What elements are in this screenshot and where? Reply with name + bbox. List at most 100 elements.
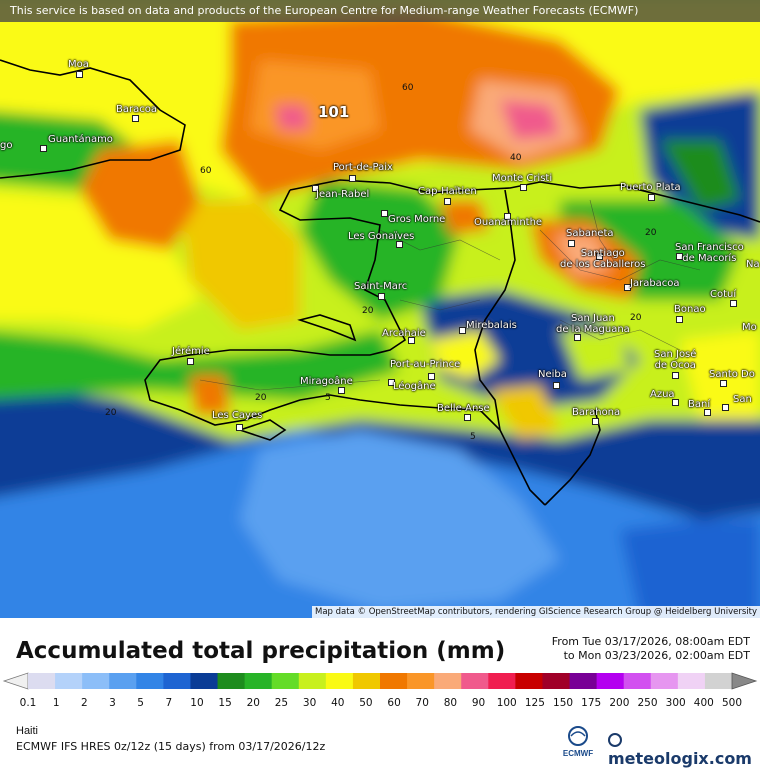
color-scale-cell [542, 673, 571, 689]
brand-label: meteologix.com [608, 749, 752, 768]
city-marker [381, 210, 388, 217]
city-label: go [0, 140, 13, 151]
city-marker [444, 198, 451, 205]
city-label: San José de Ocoa [654, 349, 697, 371]
color-scale-cell [190, 673, 219, 689]
color-scale [2, 672, 758, 690]
valid-from: From Tue 03/17/2026, 08:00am EDT [551, 635, 750, 648]
color-scale-cell [163, 673, 191, 689]
color-scale-ticks: 0.1 1 2 3 5 7 10 15 20 25 30 40 50 60 70 80 90 100 125 150 1… [0, 697, 760, 711]
city-label: Baní [688, 399, 711, 410]
city-label: Port-de-Paix [333, 162, 393, 173]
tick-label: 30 [302, 697, 317, 709]
city-marker [388, 379, 395, 386]
city-marker [676, 253, 683, 260]
color-scale-cell [434, 673, 462, 689]
city-marker [338, 387, 345, 394]
borders [0, 59, 760, 506]
city-marker [676, 316, 683, 323]
color-scale-cell [109, 673, 137, 689]
color-scale-cell [623, 673, 652, 689]
city-label: San [733, 394, 752, 405]
city-marker [648, 194, 655, 201]
city-marker [76, 71, 83, 78]
color-scale-cell [515, 673, 543, 689]
city-label: Sabaneta [566, 228, 614, 239]
city-label: Puerto Plata [620, 182, 681, 193]
contour-label: 20 [105, 408, 117, 418]
city-marker [236, 424, 243, 431]
color-scale-cell [271, 673, 300, 689]
tick-label: 125 [524, 697, 545, 709]
color-scale-cell [82, 673, 110, 689]
tick-label: 60 [387, 697, 401, 709]
precipitation-field [0, 0, 760, 618]
city-marker [596, 253, 603, 260]
city-label: Gros Morne [388, 214, 446, 225]
color-scale-cell [298, 673, 327, 689]
meteologix-logo-icon [608, 733, 622, 747]
precipitation-map[interactable]: This service is based on data and produc… [0, 0, 760, 618]
valid-to: to Mon 03/23/2026, 02:00am EDT [563, 649, 750, 662]
ecmwf-logo-text: ECMWF [563, 749, 593, 758]
city-label: Barahona [572, 407, 621, 418]
color-scale-cell [217, 673, 246, 689]
region-label: Haiti [16, 725, 39, 737]
tick-label: 3 [109, 697, 116, 709]
map-attribution[interactable]: Map data © OpenStreetMap contributors, r… [312, 606, 760, 618]
city-label: Azua [650, 389, 675, 400]
contour-label: 40 [510, 153, 522, 163]
model-info: ECMWF IFS HRES 0z/12z (15 days) from 03/… [16, 740, 326, 753]
city-label: Les Cayes [212, 410, 263, 421]
tick-label: 0.1 [19, 697, 37, 709]
city-marker [722, 404, 729, 411]
tick-label: 7 [165, 697, 173, 709]
city-label: Moa [68, 59, 89, 70]
color-scale-cell [407, 673, 435, 689]
tick-label: 300 [665, 697, 686, 709]
admin-borders [199, 199, 701, 391]
color-scale-cell [488, 673, 516, 689]
city-label: Jarabacoa [630, 278, 680, 289]
city-label: Guantánamo [48, 134, 113, 145]
city-label: Jean-Rabel [316, 189, 370, 200]
city-marker [504, 213, 511, 220]
city-label: Mo [742, 322, 757, 333]
ecmwf-logo-icon: ECMWF [563, 726, 593, 758]
tick-label: 250 [637, 697, 658, 709]
city-label: Saint-Marc [354, 281, 408, 292]
city-label: San Juan de la Maguana [556, 313, 630, 335]
tick-label: 40 [331, 697, 345, 709]
contour-label: 60 [402, 83, 414, 93]
city-label: Cotuí [710, 289, 737, 300]
color-scale-cell [136, 673, 164, 689]
tick-label: 500 [721, 697, 743, 709]
tick-label: 90 [471, 697, 486, 709]
tick-label: 5 [137, 697, 144, 709]
max-value-label: 101 [318, 103, 350, 121]
city-marker [408, 337, 415, 344]
contour-label: 20 [645, 228, 657, 238]
ecmwf-banner: This service is based on data and produc… [0, 0, 760, 22]
color-scale-cell [244, 673, 273, 689]
tick-label: 100 [496, 697, 517, 709]
tick-label: 20 [246, 697, 260, 709]
city-label: Jérémie [172, 346, 210, 357]
tick-label: 175 [581, 697, 602, 709]
meteologix-brand[interactable]: meteologix.com [608, 730, 760, 768]
scale-right-arrow [731, 672, 758, 690]
city-marker [574, 334, 581, 341]
city-marker [672, 399, 679, 406]
city-marker [378, 293, 385, 300]
contour-label: 20 [630, 313, 642, 323]
city-marker [40, 145, 47, 152]
city-marker [520, 184, 527, 191]
city-marker [672, 372, 679, 379]
legend-panel: Accumulated total precipitation (mm) Fro… [0, 618, 760, 768]
city-marker [396, 241, 403, 248]
color-scale-cell [704, 673, 733, 689]
city-label: Santiago de los Caballeros [560, 248, 646, 270]
color-scale-cell [569, 673, 598, 689]
tick-label: 200 [609, 697, 630, 709]
color-scale-cell [461, 673, 489, 689]
